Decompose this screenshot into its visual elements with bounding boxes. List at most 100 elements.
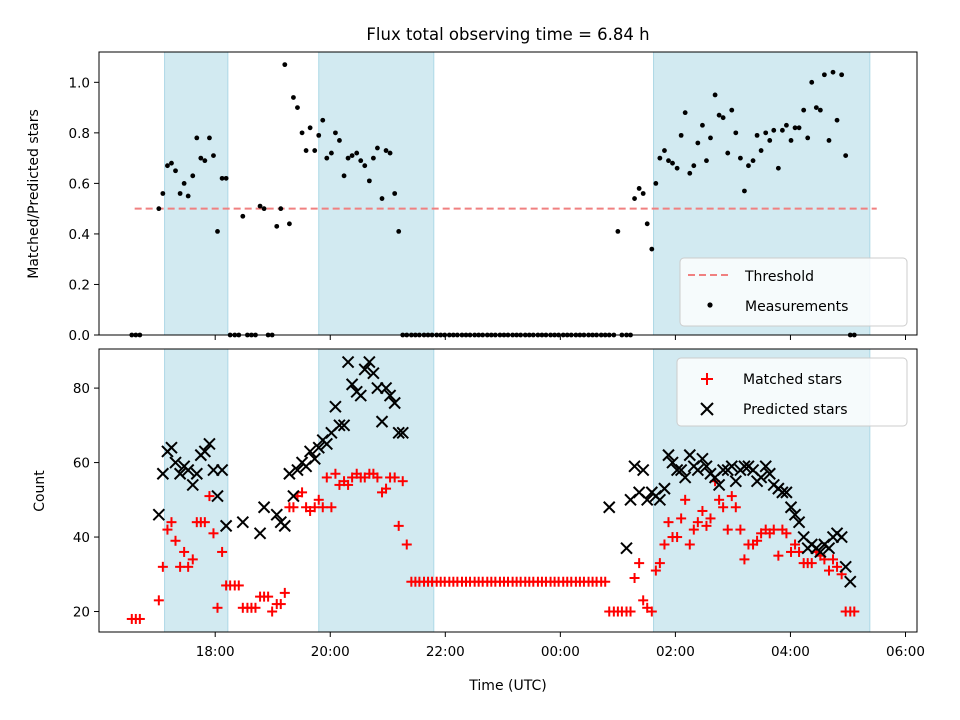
measurement-point xyxy=(826,138,832,143)
measurement-point xyxy=(358,158,364,164)
predicted-star-point xyxy=(844,575,857,588)
predicted-star-stroke-b xyxy=(797,530,810,544)
predicted-star-point xyxy=(396,426,409,439)
measurement-point xyxy=(194,135,200,141)
predicted-star-point xyxy=(716,463,730,477)
predicted-star-point xyxy=(363,355,376,369)
measurement-point xyxy=(813,105,819,110)
matched-star-point xyxy=(317,502,328,513)
x-tick-label: 02:00 xyxy=(656,644,695,660)
predicted-star-point xyxy=(839,560,852,574)
measurement-point xyxy=(746,163,751,169)
predicted-star-point xyxy=(678,471,692,484)
measurement-point xyxy=(733,130,739,136)
matched-star-point xyxy=(806,558,817,569)
predicted-star-stroke-b xyxy=(784,501,798,514)
predicted-star-stroke-b xyxy=(345,378,359,391)
matched-star-point xyxy=(650,565,661,576)
predicted-star-point xyxy=(181,463,195,477)
predicted-star-stroke-b xyxy=(658,482,671,495)
measurement-point xyxy=(282,62,288,68)
measurement-point xyxy=(287,221,292,227)
predicted-star-stroke-b xyxy=(666,456,679,469)
predicted-star-stroke-b xyxy=(396,426,409,439)
predicted-star-stroke-b xyxy=(746,463,760,477)
top-y-ticks: 0.0 0.2 0.4 0.6 0.8 1.0 xyxy=(69,75,99,344)
predicted-star-point xyxy=(375,415,389,428)
matched-stars-legend-label: Matched stars xyxy=(743,372,842,388)
measurement-point xyxy=(181,180,187,186)
predicted-star-stroke-b xyxy=(636,463,650,477)
measurement-point xyxy=(691,163,697,169)
measurement-point xyxy=(165,163,170,169)
matched-star-point xyxy=(288,502,299,513)
matched-star-point xyxy=(170,535,181,546)
predicted-star-stroke-b xyxy=(287,489,300,503)
measurement-point xyxy=(354,150,360,156)
measurement-point xyxy=(223,175,229,181)
predicted-star-point xyxy=(320,437,334,451)
predicted-star-point xyxy=(700,460,713,473)
measurement-point xyxy=(636,186,642,191)
bottom-legend-box xyxy=(676,357,908,427)
predicted-star-stroke-b xyxy=(181,463,195,477)
bottom-legend: Matched stars Predicted stars xyxy=(676,357,908,427)
matched-star-point xyxy=(321,472,332,483)
measurement-point xyxy=(278,206,284,212)
top-y-axis-label: Matched/Predicted stars xyxy=(26,109,42,279)
measurement-point xyxy=(695,140,701,146)
measurements-legend-swatch xyxy=(707,302,713,308)
predicted-star-point xyxy=(156,467,170,480)
matched-star-point xyxy=(705,513,716,524)
predicted-star-stroke-b xyxy=(257,501,271,514)
predicted-star-stroke-b xyxy=(203,437,216,451)
predicted-star-stroke-b xyxy=(835,530,848,544)
predicted-star-stroke-b xyxy=(303,445,317,458)
predicted-star-stroke-b xyxy=(363,355,376,369)
measurement-point xyxy=(678,132,684,138)
predicted-star-stroke-b xyxy=(759,460,772,473)
measurement-point xyxy=(341,173,347,179)
measurement-point xyxy=(333,130,338,136)
predicted-star-point xyxy=(636,463,650,477)
predicted-star-stroke-b xyxy=(333,419,346,432)
matched-star-point xyxy=(646,606,657,617)
matched-star-point xyxy=(773,550,784,561)
measurement-point xyxy=(383,148,389,153)
predicted-star-point xyxy=(219,519,233,533)
matched-star-point xyxy=(297,487,308,498)
measurement-point xyxy=(716,112,722,118)
predicted-star-point xyxy=(759,460,772,473)
matched-star-point xyxy=(768,524,779,535)
predicted-star-stroke-b xyxy=(696,452,709,466)
measurement-point xyxy=(750,158,756,164)
top-x-ticks xyxy=(214,335,906,340)
top-panel: 0.0 0.2 0.4 0.6 0.8 1.0 Matched/Predicted sta… xyxy=(26,51,918,344)
measurement-point xyxy=(666,158,671,164)
shaded-interval-1 xyxy=(164,348,229,633)
matched-star-point xyxy=(393,520,404,531)
measurement-point xyxy=(649,246,655,252)
predicted-star-point xyxy=(788,508,802,521)
y-tick-label: 60 xyxy=(73,456,90,472)
matched-star-point xyxy=(781,528,792,539)
y-tick-label: 0.0 xyxy=(69,328,90,344)
predicted-star-point xyxy=(662,448,675,462)
predicted-star-stroke-b xyxy=(253,527,267,540)
measurement-point xyxy=(674,165,680,171)
matched-star-point xyxy=(275,599,286,610)
measurement-point xyxy=(662,148,667,153)
measurement-point xyxy=(843,153,849,158)
predicted-star-point xyxy=(358,363,371,376)
measurement-point xyxy=(758,148,764,153)
measurements-legend-label: Measurements xyxy=(745,299,848,315)
measurement-point xyxy=(830,69,836,75)
measurement-point xyxy=(215,229,220,234)
predicted-star-point xyxy=(190,467,203,480)
predicted-star-stroke-b xyxy=(341,355,355,369)
measurement-point xyxy=(349,153,355,158)
measurement-point xyxy=(670,160,675,166)
matched-star-point xyxy=(204,491,215,502)
measurement-point xyxy=(379,196,385,201)
y-tick-label: 0.2 xyxy=(69,277,90,293)
